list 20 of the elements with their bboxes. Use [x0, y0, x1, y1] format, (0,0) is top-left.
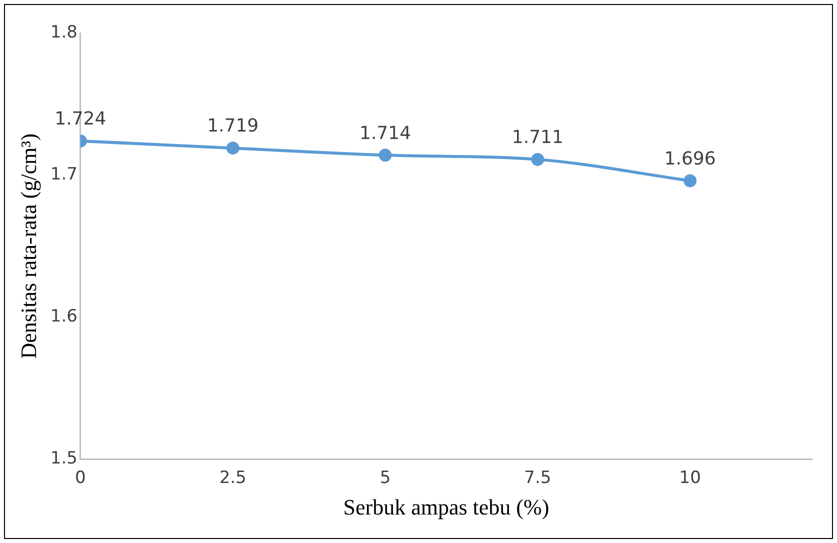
x-tick-label: 0	[75, 468, 86, 488]
data-label: 1.719	[207, 116, 259, 137]
data-label: 1.696	[664, 148, 716, 170]
point	[378, 148, 392, 162]
x-tick-label: 5	[380, 468, 391, 488]
y-tick-label: 1.5	[50, 448, 78, 469]
point	[684, 174, 697, 188]
data-label: 1.714	[359, 122, 412, 144]
y-axis-title: Densitas rata-rata (g/cm³)	[16, 133, 41, 359]
data-label: 1.724	[54, 108, 106, 130]
y-tick-label: 1.6	[50, 306, 78, 327]
x-tick-label: 7.5	[524, 468, 552, 488]
point	[531, 152, 544, 166]
data-label: 1.711	[512, 127, 564, 148]
x-axis-title: Serbuk ampas tebu (%)	[343, 494, 550, 520]
y-tick-label: 1.8	[50, 22, 78, 42]
x-tick-label: 10	[679, 468, 701, 488]
point	[226, 142, 240, 155]
y-tick-label: 1.7	[50, 164, 78, 184]
x-tick-label: 2.5	[219, 468, 246, 488]
